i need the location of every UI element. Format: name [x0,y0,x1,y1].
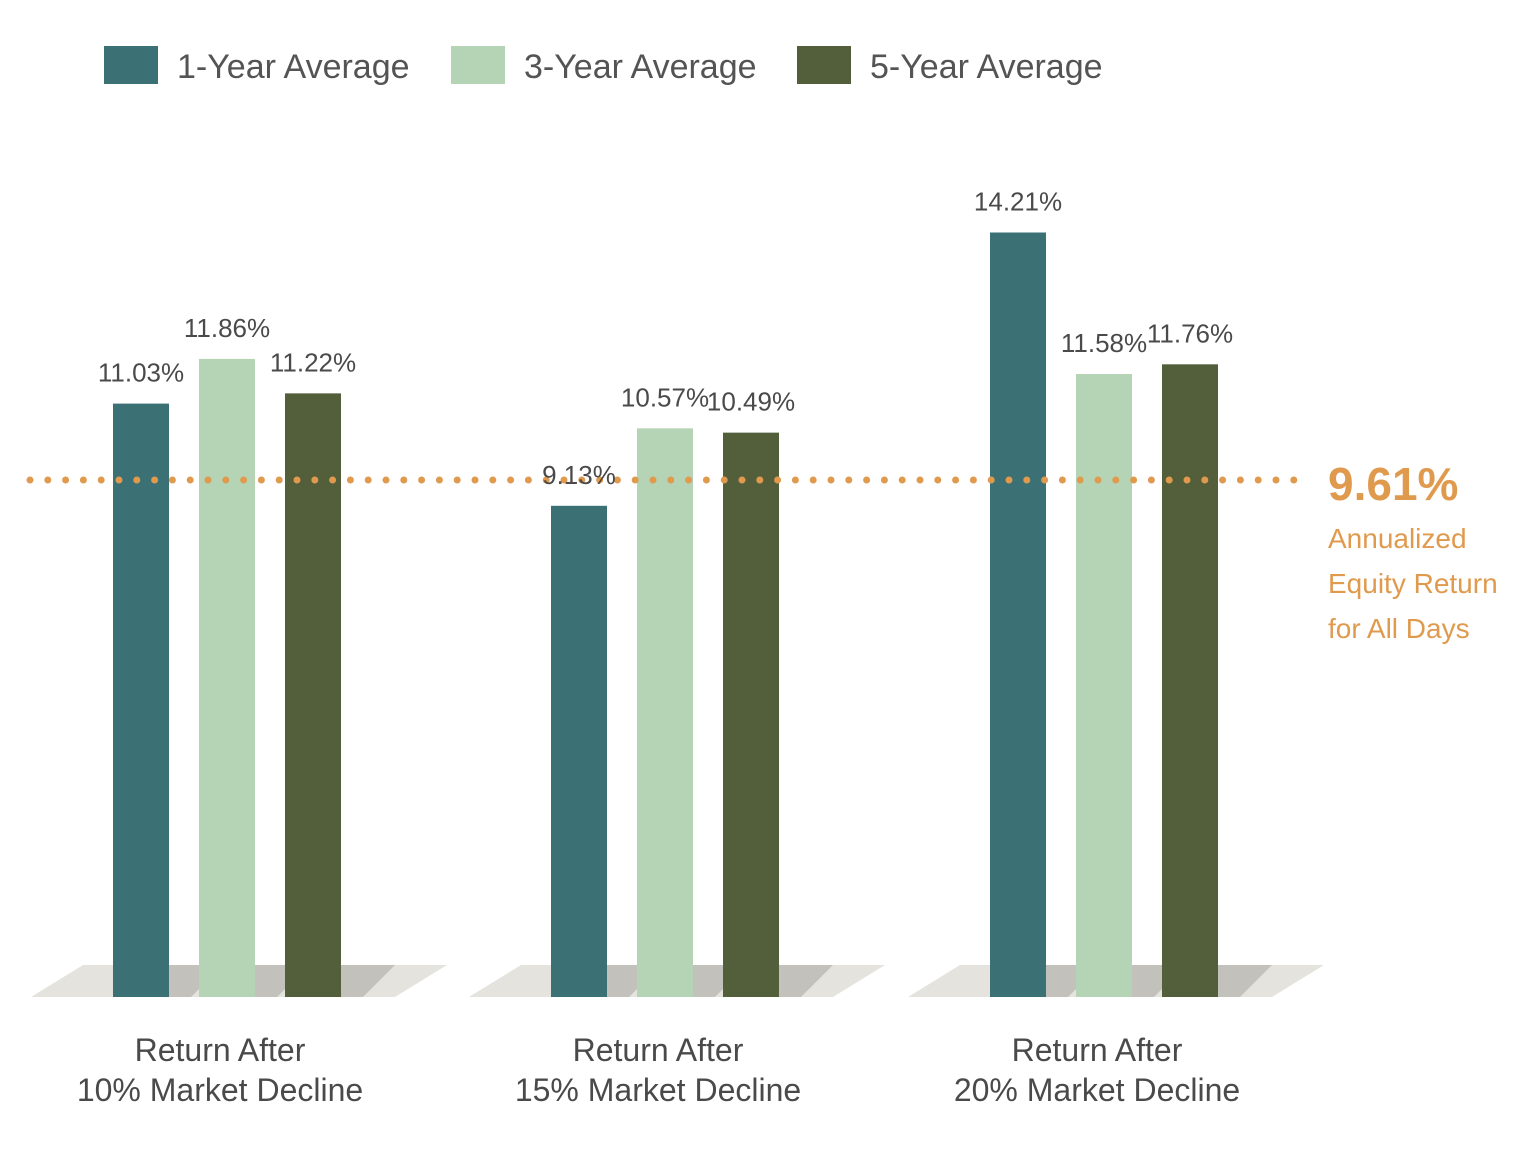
category-label: 10% Market Decline [77,1072,363,1108]
bar-shadow [341,965,395,997]
category-label: Return After [135,1032,306,1068]
reference-label-line-1: Annualized [1328,523,1467,554]
bar [1162,364,1218,997]
data-labels: 11.03%11.86%11.22% 9.13% 10.57%10.49% 14.21… [98,187,1233,490]
data-label: 11.86% [184,313,270,343]
bar [551,505,607,997]
data-label: 11.58% [1061,328,1147,358]
data-label: 10.49% [707,387,795,417]
bar [199,358,255,997]
bar-shadow [1218,965,1272,997]
bar [285,393,341,997]
legend-label: 3-Year Average [524,48,757,86]
category-label: 20% Market Decline [954,1072,1240,1108]
reference-label-line-3: for All Days [1328,613,1470,644]
legend-label: 5-Year Average [870,48,1103,86]
bar [723,432,779,997]
category-labels: Return After 10% Market Decline Return Aft… [77,1032,1240,1108]
bar-shadow [779,965,833,997]
data-label: 11.76% [1147,318,1233,348]
legend: 1-Year Average 3-Year Average 5-Year Avera… [104,46,1103,86]
bar [637,428,693,998]
legend-swatch [451,46,505,84]
legend-swatch [104,46,158,84]
data-label: 11.03% [98,358,184,388]
data-label: 14.21% [974,187,1062,217]
bar [990,232,1046,997]
category-label: Return After [1012,1032,1183,1068]
data-label: 10.57% [621,382,709,412]
reference-annotation: 9.61% Annualized Equity Return for All D… [1328,458,1498,644]
data-label: 9.13% [542,460,616,490]
reference-label-line-2: Equity Return [1328,568,1498,599]
category-label: Return After [573,1032,744,1068]
bar [1076,373,1132,998]
legend-label: 1-Year Average [177,48,410,86]
bar [113,403,169,997]
chart-bars [113,232,1218,998]
reference-value-label: 9.61% [1328,458,1458,510]
category-label: 15% Market Decline [515,1072,801,1108]
legend-swatch [797,46,851,84]
data-label: 11.22% [270,347,356,377]
